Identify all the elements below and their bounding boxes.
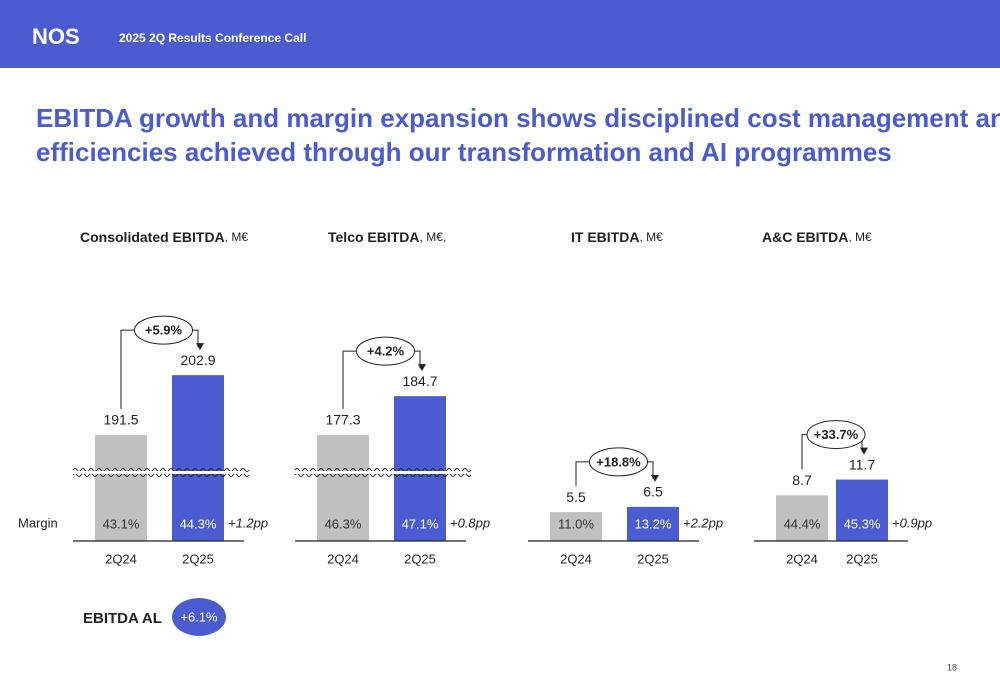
margin-change: +1.2pp xyxy=(228,515,268,530)
x-tick-label: 2Q25 xyxy=(404,551,436,566)
growth-connector xyxy=(575,461,591,487)
margin-value: 45.3% xyxy=(844,516,881,531)
growth-label: +4.2% xyxy=(367,344,405,359)
value-label: 6.5 xyxy=(643,484,663,500)
margin-label: Margin xyxy=(18,515,58,530)
x-tick-label: 2Q24 xyxy=(105,551,137,566)
margin-value: 44.4% xyxy=(784,516,821,531)
growth-bubble xyxy=(134,315,193,345)
chart-title-unit: , M€ xyxy=(225,230,249,244)
x-tick-label: 2Q24 xyxy=(560,551,592,566)
slide-title: efficiencies achieved through our transf… xyxy=(36,137,892,167)
slide-title: EBITDA growth and margin expansion shows… xyxy=(36,103,1000,133)
value-label: 191.5 xyxy=(103,412,138,428)
chart-title-name: IT EBITDA xyxy=(571,229,639,245)
bar xyxy=(317,435,369,541)
axis-break-gap xyxy=(295,471,466,474)
growth-label: +33.7% xyxy=(814,427,859,442)
x-tick-label: 2Q25 xyxy=(846,551,878,566)
ebitda-al-pill xyxy=(172,598,226,636)
value-label: 11.7 xyxy=(849,456,875,472)
growth-connector xyxy=(342,350,358,409)
margin-change: +2.2pp xyxy=(683,515,723,530)
growth-connector xyxy=(120,329,136,409)
growth-bubble xyxy=(589,447,648,477)
header-bar xyxy=(0,0,1000,68)
growth-connector xyxy=(646,461,659,482)
growth-label: +5.9% xyxy=(145,323,183,338)
bar xyxy=(776,495,828,541)
chart-title-name: A&C EBITDA xyxy=(762,229,848,245)
chart-title-name: Telco EBITDA xyxy=(328,229,420,245)
margin-value: 47.1% xyxy=(402,516,439,531)
x-tick-label: 2Q25 xyxy=(637,551,669,566)
chart-title: A&C EBITDA, M€ xyxy=(762,229,872,245)
growth-bubble xyxy=(806,420,866,450)
value-label: 8.7 xyxy=(792,472,812,488)
margin-value: 13.2% xyxy=(635,516,672,531)
growth-bubble xyxy=(356,336,415,366)
bar xyxy=(836,479,888,541)
margin-change: +0.8pp xyxy=(450,515,490,530)
x-tick-label: 2Q24 xyxy=(786,551,818,566)
growth-label: +18.8% xyxy=(596,454,641,469)
growth-connector xyxy=(801,434,808,470)
margin-value: 43.1% xyxy=(103,516,140,531)
margin-value: 44.3% xyxy=(180,516,217,531)
margin-change: +0.9pp xyxy=(892,515,932,530)
chart-title-unit: , M€, xyxy=(420,230,447,244)
growth-connector xyxy=(413,350,426,372)
ebitda-al-label: EBITDA AL xyxy=(83,610,162,627)
x-tick-label: 2Q25 xyxy=(182,551,214,566)
axis-break-gap xyxy=(73,471,244,474)
logo: NOS xyxy=(32,24,80,49)
ebitda-al-change: +6.1% xyxy=(180,609,218,624)
chart-title: Consolidated EBITDA, M€ xyxy=(80,229,248,245)
margin-value: 11.0% xyxy=(558,516,594,531)
chart-title-unit: , M€ xyxy=(639,230,663,244)
chart-title-unit: , M€ xyxy=(848,230,872,244)
event-name: 2025 2Q Results Conference Call xyxy=(119,31,306,45)
value-label: 184.7 xyxy=(402,373,437,389)
margin-value: 46.3% xyxy=(325,516,362,531)
value-label: 5.5 xyxy=(566,489,586,505)
bar xyxy=(172,375,224,541)
bar xyxy=(394,396,446,541)
bar xyxy=(95,435,147,541)
page-number: 18 xyxy=(947,662,957,672)
bar xyxy=(550,512,602,541)
bar xyxy=(627,506,679,541)
value-label: 177.3 xyxy=(325,412,360,428)
x-tick-label: 2Q24 xyxy=(327,551,359,566)
growth-connector xyxy=(191,329,204,351)
chart-title: Telco EBITDA, M€, xyxy=(328,229,446,245)
value-label: 202.9 xyxy=(180,352,215,368)
chart-title: IT EBITDA, M€ xyxy=(571,229,663,245)
chart-title-name: Consolidated EBITDA xyxy=(80,229,225,245)
